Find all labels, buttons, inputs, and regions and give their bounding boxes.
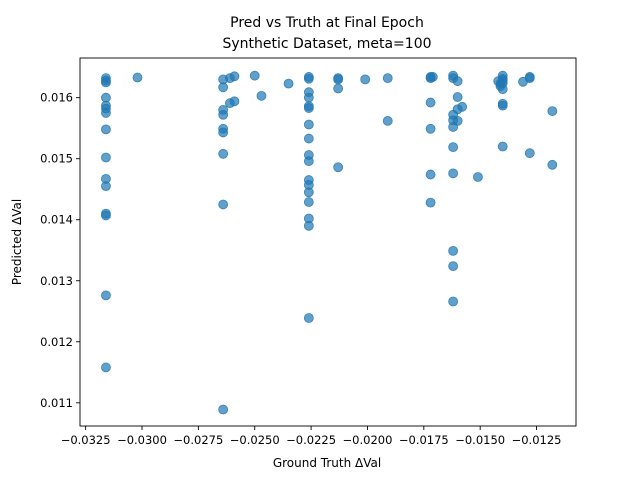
- data-point-45: [303, 197, 314, 207]
- data-point-38: [303, 119, 314, 130]
- data-point-37: [303, 103, 314, 113]
- data-point-86: [497, 84, 508, 95]
- data-point-33: [303, 73, 314, 84]
- data-point-22: [218, 148, 229, 159]
- data-point-19: [218, 109, 229, 120]
- data-point-92: [524, 73, 535, 84]
- data-point-12: [101, 210, 111, 221]
- data-point-59: [425, 123, 436, 134]
- data-point-17: [218, 82, 229, 93]
- x-tick-label-0: −0.0325: [61, 433, 111, 447]
- data-point-60: [425, 169, 436, 180]
- data-point-7: [101, 124, 111, 135]
- data-point-94: [547, 106, 558, 116]
- y-tick-label-0: 0.011: [40, 396, 73, 410]
- y-tick-label-3: 0.014: [40, 213, 73, 227]
- data-point-78: [473, 172, 483, 182]
- data-point-41: [303, 156, 314, 167]
- x-tick-label-5: −0.0200: [343, 433, 393, 447]
- y-axis-label: Predicted ΔVal: [10, 199, 24, 285]
- x-tick-label-6: −0.0175: [399, 433, 449, 447]
- data-points: [101, 70, 558, 415]
- data-point-30: [256, 90, 267, 101]
- data-point-54: [382, 73, 393, 84]
- data-point-58: [425, 97, 436, 108]
- data-point-8: [101, 152, 111, 163]
- data-point-31: [283, 78, 294, 89]
- data-point-77: [457, 101, 468, 112]
- y-tick-label-4: 0.015: [40, 152, 73, 166]
- data-point-21: [218, 127, 229, 138]
- chart-title: Pred vs Truth at Final Epoch: [230, 15, 424, 31]
- data-point-70: [448, 245, 459, 256]
- data-point-27: [229, 71, 240, 82]
- data-point-10: [101, 181, 111, 192]
- y-axis-ticks: 0.011 0.012 0.013 0.014 0.015 0.016: [40, 91, 80, 410]
- data-point-51: [333, 83, 344, 94]
- x-tick-label-3: −0.0250: [230, 433, 280, 447]
- data-point-55: [382, 115, 393, 126]
- x-tick-label-8: −0.0125: [512, 433, 562, 447]
- data-point-88: [497, 100, 508, 111]
- data-point-44: [303, 187, 314, 198]
- data-point-89: [497, 141, 508, 152]
- data-point-53: [360, 74, 371, 85]
- data-point-28: [229, 96, 240, 107]
- x-axis-ticks: −0.0325 −0.0300 −0.0275 −0.0250 −0.0225 −0.02…: [61, 426, 562, 447]
- y-tick-label-5: 0.016: [40, 91, 73, 105]
- data-point-74: [452, 92, 463, 102]
- data-point-2: [101, 77, 111, 88]
- data-point-6: [101, 108, 111, 118]
- data-point-14: [101, 362, 111, 373]
- data-point-71: [448, 261, 459, 272]
- data-point-39: [303, 133, 314, 144]
- x-tick-label-2: −0.0275: [173, 433, 223, 447]
- data-point-93: [524, 148, 535, 159]
- y-tick-label-2: 0.013: [40, 274, 73, 288]
- data-point-35: [303, 92, 314, 103]
- data-point-76: [452, 115, 463, 126]
- data-point-29: [249, 70, 260, 81]
- data-point-73: [452, 76, 463, 87]
- data-point-62: [427, 72, 438, 82]
- data-point-95: [547, 159, 558, 170]
- x-tick-label-1: −0.0300: [117, 433, 167, 447]
- data-point-13: [101, 290, 111, 301]
- data-point-23: [218, 199, 229, 210]
- x-tick-label-7: −0.0150: [455, 433, 505, 447]
- data-point-47: [303, 220, 314, 231]
- data-point-15: [132, 72, 143, 83]
- chart-subtitle: Synthetic Dataset, meta=100: [222, 36, 431, 52]
- plot-frame: [79, 57, 577, 427]
- x-axis-label: Ground Truth ΔVal: [273, 456, 381, 470]
- data-point-50: [333, 74, 344, 85]
- data-point-68: [448, 142, 459, 153]
- data-point-72: [448, 296, 459, 307]
- data-point-69: [448, 168, 459, 179]
- y-tick-label-1: 0.012: [40, 335, 73, 349]
- data-point-61: [425, 197, 436, 208]
- data-point-24: [218, 404, 229, 415]
- data-point-48: [303, 313, 314, 323]
- data-point-52: [333, 162, 344, 173]
- x-tick-label-4: −0.0225: [286, 433, 336, 447]
